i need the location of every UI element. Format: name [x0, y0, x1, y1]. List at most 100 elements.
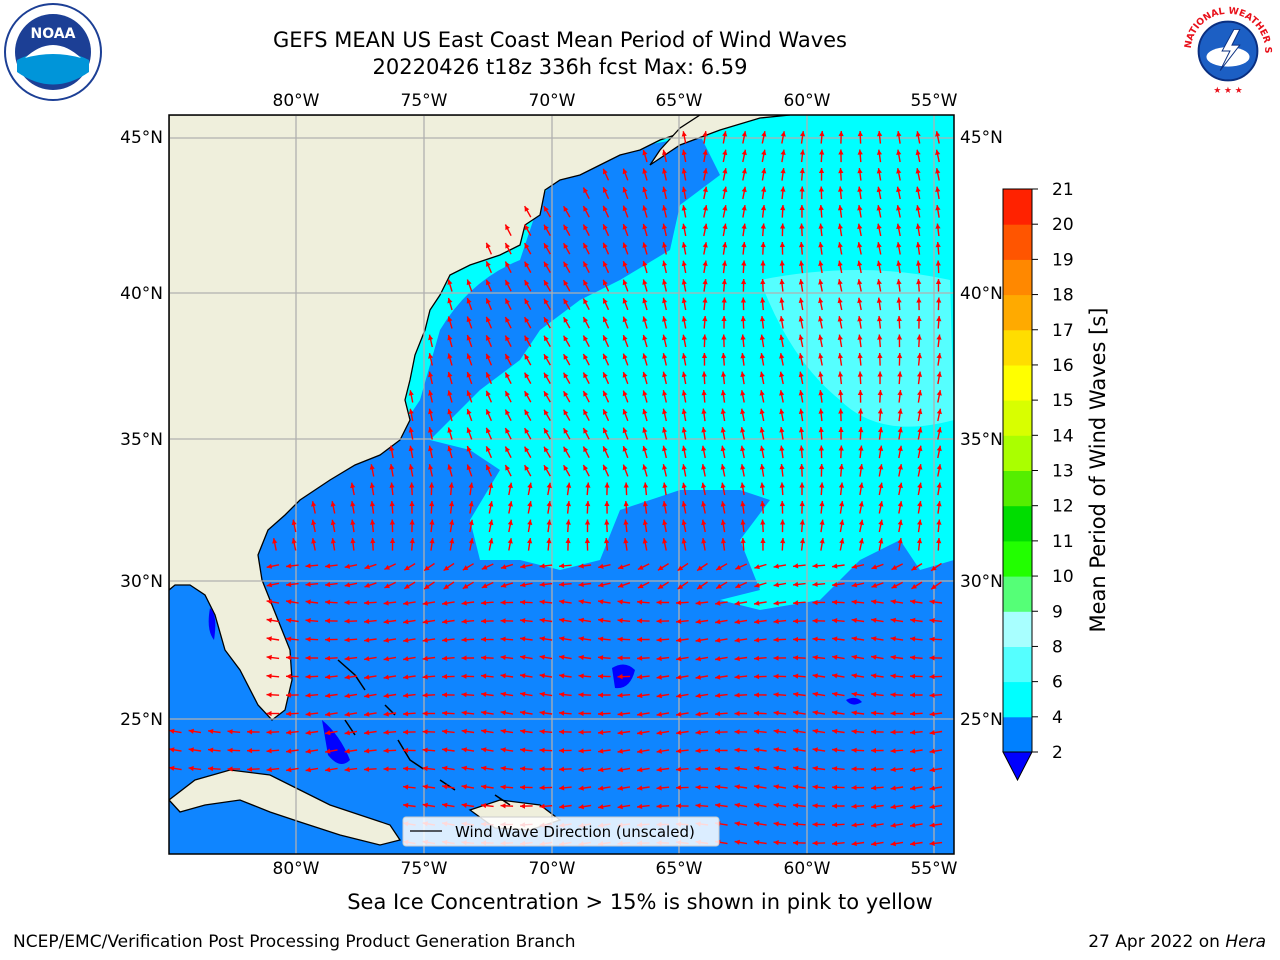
- wind-arrow: [917, 464, 923, 477]
- wind-arrow: [562, 427, 571, 440]
- wind-arrow: [897, 408, 903, 422]
- wind-arrow: [324, 767, 338, 773]
- wind-arrow: [523, 427, 532, 440]
- wind-arrow: [604, 537, 610, 551]
- lat-label-right: 30°N: [960, 572, 1003, 592]
- wind-arrow: [656, 674, 670, 680]
- wind-arrow: [714, 619, 728, 625]
- wind-arrow: [597, 804, 611, 810]
- wind-arrow: [695, 674, 709, 680]
- wind-arrow: [500, 563, 514, 570]
- wind-arrow: [695, 637, 709, 643]
- wind-arrow: [799, 519, 805, 533]
- colorbar-tick-label: 8: [1052, 637, 1063, 657]
- wind-arrow: [227, 747, 241, 753]
- wind-arrow: [246, 748, 260, 754]
- wind-arrow: [344, 655, 358, 662]
- wind-arrow: [389, 537, 396, 551]
- wind-arrow: [461, 728, 475, 734]
- lon-label-top: 65°W: [656, 91, 703, 111]
- wind-arrow: [793, 691, 806, 698]
- wind-arrow: [363, 674, 377, 680]
- wind-arrow: [617, 582, 631, 588]
- wind-arrow: [369, 501, 376, 514]
- wind-arrow: [500, 654, 514, 661]
- wind-arrow: [636, 599, 650, 605]
- wind-arrow: [681, 168, 687, 181]
- wind-arrow: [740, 390, 746, 403]
- wind-arrow: [702, 242, 708, 255]
- wind-arrow: [890, 636, 904, 642]
- wind-arrow: [480, 728, 494, 734]
- wind-arrow: [504, 446, 512, 459]
- wind-arrow: [562, 316, 571, 329]
- wind-arrow: [409, 519, 415, 533]
- wind-arrow: [702, 149, 708, 163]
- wind-arrow: [870, 710, 884, 716]
- wind-arrow: [480, 710, 494, 716]
- wind-arrow: [677, 562, 689, 572]
- wind-arrow: [896, 130, 902, 144]
- wind-arrow: [519, 784, 533, 790]
- lon-label-bottom: 80°W: [273, 859, 320, 879]
- wind-arrow: [792, 636, 806, 643]
- wind-arrow: [598, 617, 611, 623]
- wind-arrow: [681, 260, 687, 274]
- lat-label-left: 40°N: [120, 284, 163, 304]
- wind-arrow: [851, 599, 865, 605]
- wind-arrow: [812, 618, 826, 624]
- wind-arrow: [876, 297, 882, 311]
- wind-arrow: [740, 371, 746, 385]
- wind-arrow: [702, 334, 708, 348]
- land-nova-scotia: [649, 115, 791, 166]
- wind-arrow: [851, 636, 865, 642]
- wind-arrow: [701, 537, 707, 551]
- wind-arrow: [896, 334, 903, 348]
- wind-arrow: [266, 563, 280, 569]
- wind-arrow: [753, 784, 767, 790]
- wind-arrow: [681, 501, 687, 514]
- wind-arrow: [442, 619, 455, 625]
- land-us: [169, 115, 721, 721]
- wind-arrow: [701, 408, 707, 422]
- colorbar: 2 4 6 8 9 10 11 12 13 14 15 16 17 18 19 20 21: [1002, 180, 1074, 782]
- wind-arrow: [519, 599, 533, 605]
- wind-arrow: [617, 599, 631, 605]
- wind-arrow: [642, 538, 648, 551]
- wind-arrow: [929, 804, 943, 810]
- wind-arrow: [792, 747, 806, 753]
- wind-arrow: [799, 463, 805, 477]
- wind-arrow: [519, 710, 533, 716]
- wind-arrow: [448, 501, 455, 514]
- wind-arrow: [891, 563, 904, 571]
- wind-arrow: [929, 730, 943, 736]
- wind-arrow: [565, 519, 571, 533]
- wind-arrow: [681, 464, 687, 477]
- wind-arrow: [858, 464, 864, 477]
- wind-arrow: [429, 482, 435, 496]
- wind-arrow: [818, 297, 824, 311]
- wind-arrow: [838, 463, 844, 477]
- wind-arrow: [773, 728, 787, 734]
- lon-label-top: 80°W: [273, 91, 320, 111]
- wind-arrow: [818, 223, 824, 237]
- wind-arrow: [656, 766, 670, 773]
- wind-arrow: [753, 600, 767, 606]
- wind-arrow: [837, 223, 843, 237]
- wind-arrow: [504, 427, 512, 440]
- wind-arrow: [662, 279, 668, 292]
- wind-arrow: [773, 618, 787, 624]
- wind-arrow: [831, 599, 845, 605]
- wind-arrow: [546, 519, 552, 533]
- map-frame: [168, 114, 955, 855]
- wind-arrow: [917, 389, 923, 403]
- wind-arrow: [617, 692, 631, 698]
- wind-arrow: [662, 427, 668, 440]
- wind-arrow: [428, 445, 434, 459]
- wind-arrow: [721, 260, 728, 274]
- wind-arrow: [582, 353, 590, 366]
- wind-arrow: [662, 500, 668, 514]
- wind-arrow: [857, 223, 863, 237]
- wind-arrow: [598, 748, 611, 754]
- wind-arrow: [402, 711, 416, 717]
